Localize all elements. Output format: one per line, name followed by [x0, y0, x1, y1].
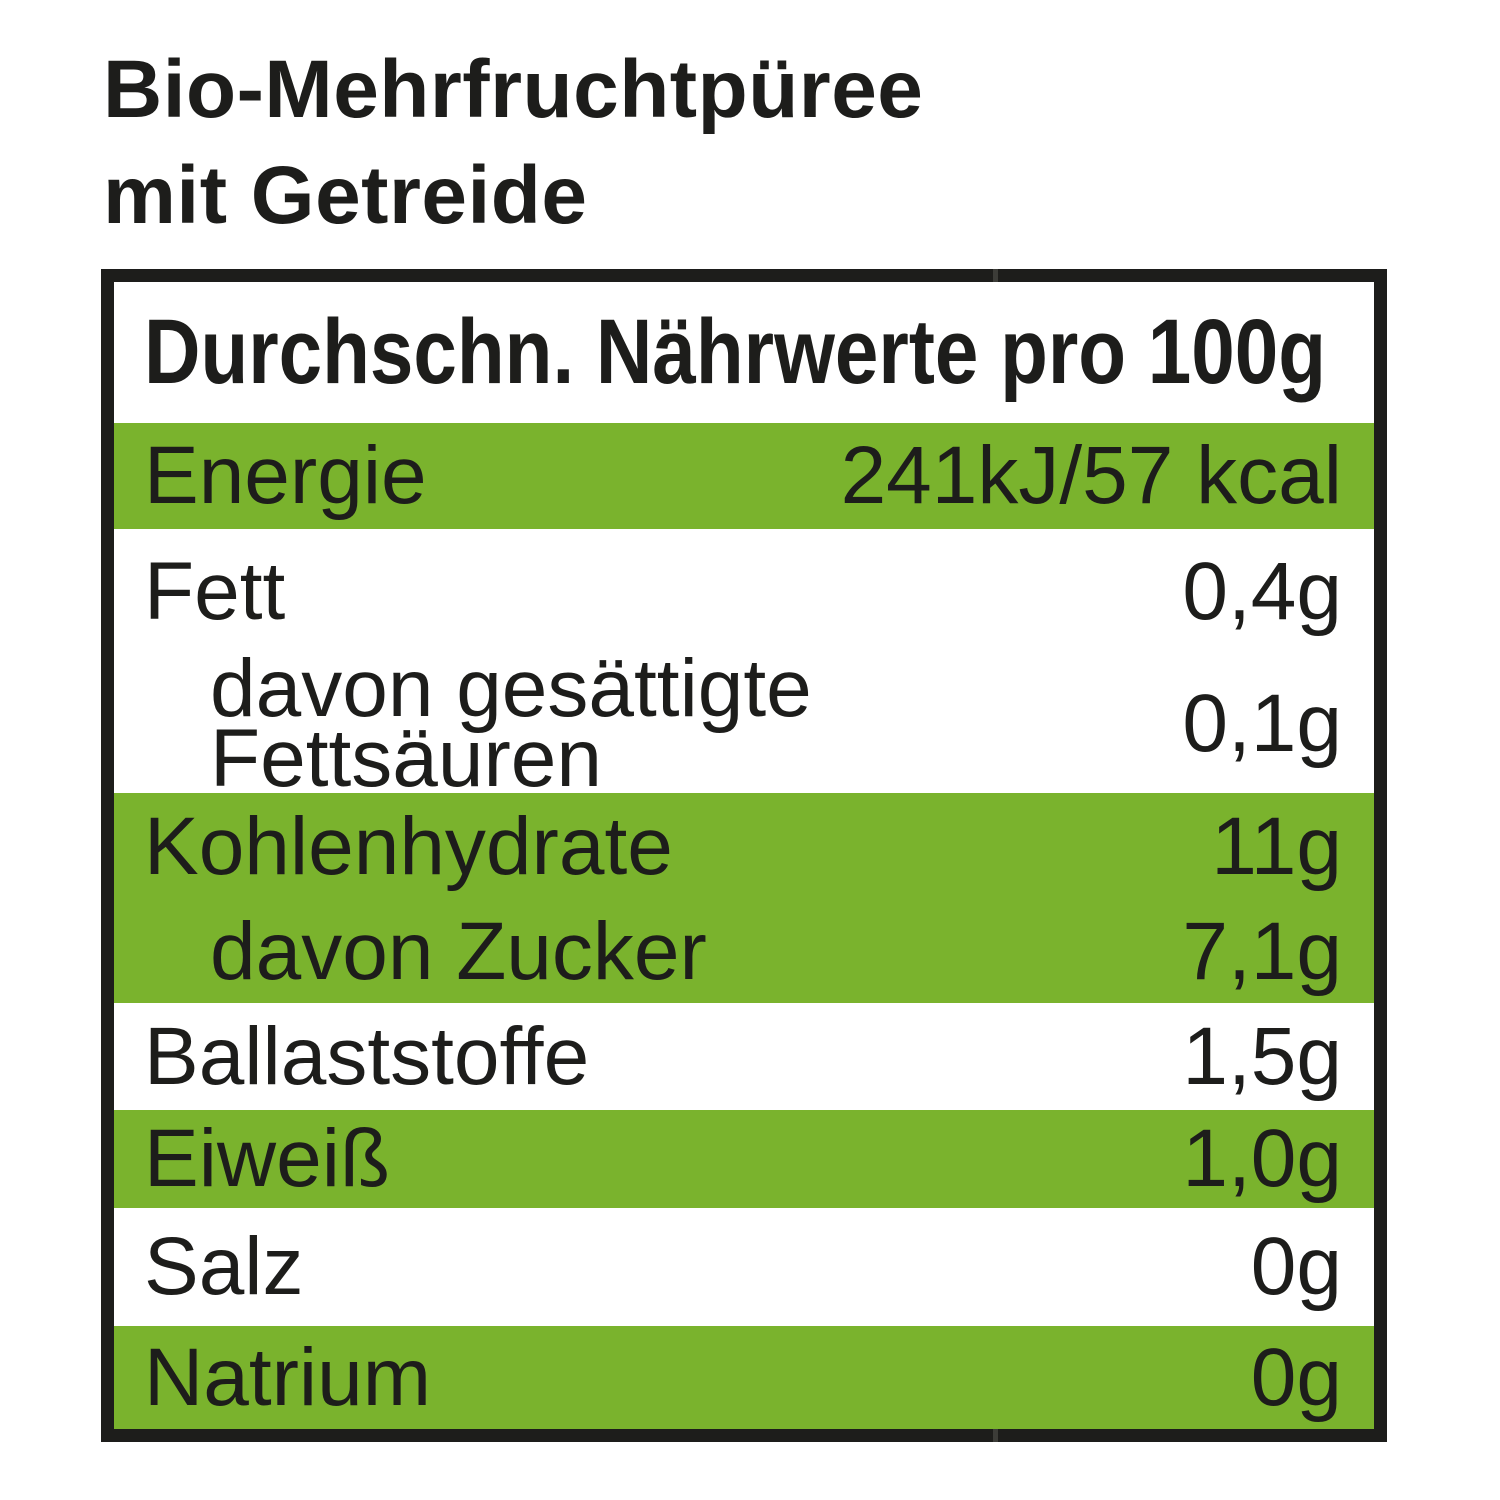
row-label: Fett: [144, 546, 286, 637]
row-label: Ballaststoffe: [144, 1010, 590, 1102]
product-title: Bio-Mehrfruchtpüree mit Getreide: [103, 44, 924, 241]
row-value: 241kJ/57 kcal: [840, 430, 1342, 521]
row-value: 0g: [1250, 1221, 1342, 1312]
row-value: 7,1g: [1182, 905, 1342, 997]
row-value: 0,4g: [1182, 546, 1342, 637]
row-value: 11g: [1211, 800, 1342, 892]
row-energie: Energie 241kJ/57 kcal: [114, 423, 1374, 529]
row-label: Natrium: [144, 1331, 432, 1423]
border-column-seam-bottom: [993, 1429, 998, 1442]
row-ballaststoffe: Ballaststoffe 1,5g: [114, 1003, 1374, 1110]
row-value: 1,5g: [1182, 1010, 1342, 1102]
row-gesaettigte: davon gesättigte Fettsäuren 0,1g: [114, 643, 1374, 804]
row-salz: Salz 0g: [114, 1208, 1374, 1326]
nutrition-table: Durchschn. Nährwerte pro 100g Energie 241…: [101, 269, 1387, 1442]
table-header: Durchschn. Nährwerte pro 100g: [114, 282, 1374, 423]
row-label: davon Zucker: [210, 905, 707, 997]
row-value: 0g: [1250, 1331, 1342, 1423]
row-label: Salz: [144, 1221, 304, 1312]
row-label: Energie: [144, 430, 427, 521]
row-value: 0,1g: [1182, 678, 1342, 769]
row-zucker: davon Zucker 7,1g: [114, 900, 1374, 1003]
table-header-text: Durchschn. Nährwerte pro 100g: [144, 301, 1327, 403]
row-eiweiss: Eiweiß 1,0g: [114, 1110, 1374, 1208]
row-value: 1,0g: [1182, 1113, 1342, 1204]
row-label: davon gesättigte Fettsäuren: [210, 643, 812, 804]
row-fett: Fett 0,4g: [114, 529, 1374, 655]
row-label: Eiweiß: [144, 1113, 391, 1204]
row-kohlenhydrate: Kohlenhydrate 11g: [114, 793, 1374, 900]
row-natrium: Natrium 0g: [114, 1326, 1374, 1429]
row-label: Kohlenhydrate: [144, 800, 673, 892]
border-column-seam-top: [993, 269, 998, 282]
nutrition-rows: Energie 241kJ/57 kcal Fett 0,4g davon gesätt…: [114, 423, 1374, 1429]
